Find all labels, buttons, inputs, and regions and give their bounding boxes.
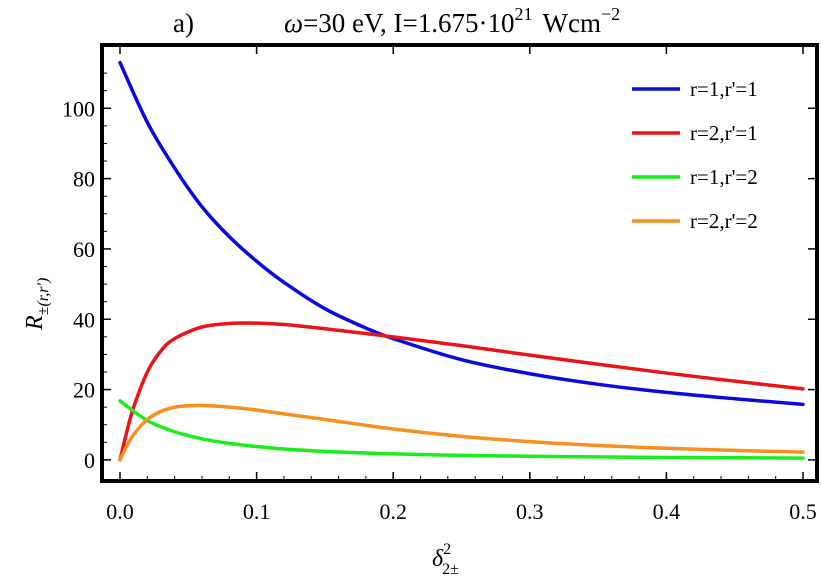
legend-label-2: r=2,r'=1 xyxy=(690,121,758,145)
x-axis-label: δ2 2± xyxy=(432,541,459,578)
legend: r=1,r'=1 r=2,r'=1 r=1,r'=2 r=2,r'=2 xyxy=(632,77,758,233)
series-line-4 xyxy=(118,403,805,462)
title-panel-label: a) xyxy=(173,8,194,38)
y-label-base: R xyxy=(22,315,48,331)
x-tick-label: 0.0 xyxy=(106,499,134,524)
y-axis-label: R±(r,r′) xyxy=(22,278,52,331)
x-label-subscript: 2± xyxy=(442,561,459,578)
x-tick-label: 0.5 xyxy=(789,499,817,524)
x-label-superscript: 2 xyxy=(443,541,451,558)
title-exponent: 21 xyxy=(515,4,533,24)
axis-ticks: 0.0 0.1 0.2 0.3 0.4 0.5 0 20 40 60 80 100 xyxy=(62,45,817,524)
series-line-1 xyxy=(118,60,805,407)
title-unit: Wcm xyxy=(543,8,601,38)
legend-label-4: r=2,r'=2 xyxy=(690,209,758,233)
title-params: =30 eV, I=1.675·10 xyxy=(303,8,514,38)
y-tick-label: 40 xyxy=(73,307,95,332)
series-line-3 xyxy=(118,399,805,460)
x-tick-label: 0.3 xyxy=(516,499,544,524)
y-tick-label: 60 xyxy=(73,237,95,262)
x-label-base: δ xyxy=(432,546,444,572)
y-tick-label: 80 xyxy=(73,167,95,192)
title-unit-exponent: −2 xyxy=(601,4,620,24)
legend-label-3: r=1,r'=2 xyxy=(690,165,758,189)
chart-title: a) ω=30 eV, I=1.675·1021 Wcm−2 xyxy=(173,4,620,38)
series-line-2 xyxy=(118,321,805,462)
legend-label-1: r=1,r'=1 xyxy=(690,77,758,101)
x-tick-label: 0.2 xyxy=(379,499,407,524)
y-tick-label: 20 xyxy=(73,378,95,403)
x-tick-label: 0.4 xyxy=(653,499,681,524)
series-curves xyxy=(118,60,805,462)
y-label-subscript: ±(r,r′) xyxy=(35,278,52,316)
y-tick-label: 0 xyxy=(84,448,95,473)
plot-frame xyxy=(100,43,819,483)
y-tick-label: 100 xyxy=(62,96,95,121)
x-tick-label: 0.1 xyxy=(243,499,271,524)
title-omega: ω xyxy=(284,8,303,38)
